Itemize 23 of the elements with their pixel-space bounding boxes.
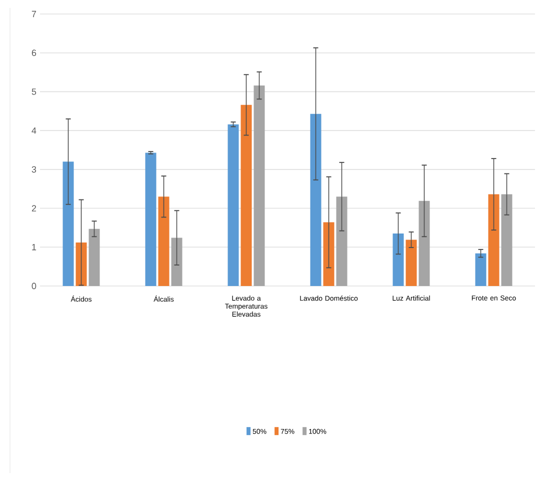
bar <box>240 104 252 286</box>
bar <box>418 200 430 286</box>
bar <box>228 124 239 286</box>
bar <box>254 85 265 286</box>
bar <box>392 234 404 286</box>
bar <box>501 194 512 286</box>
y-tick-label: 2 <box>32 205 36 212</box>
y-tick-label: 6 <box>32 50 36 56</box>
bar <box>310 114 322 286</box>
bar <box>145 152 156 286</box>
y-tick-label: 4 <box>32 127 36 134</box>
y-tick-label: 7 <box>32 10 36 18</box>
bar <box>488 194 500 286</box>
bar <box>336 196 348 286</box>
bar <box>158 196 170 286</box>
y-tick-label: 3 <box>32 166 36 173</box>
bar <box>62 162 74 286</box>
bar <box>88 228 100 286</box>
y-tick-label: 5 <box>32 88 36 95</box>
bar <box>475 253 486 286</box>
y-tick-label: 1 <box>32 244 36 250</box>
y-tick-label: 0 <box>32 282 36 290</box>
bar <box>406 240 417 286</box>
